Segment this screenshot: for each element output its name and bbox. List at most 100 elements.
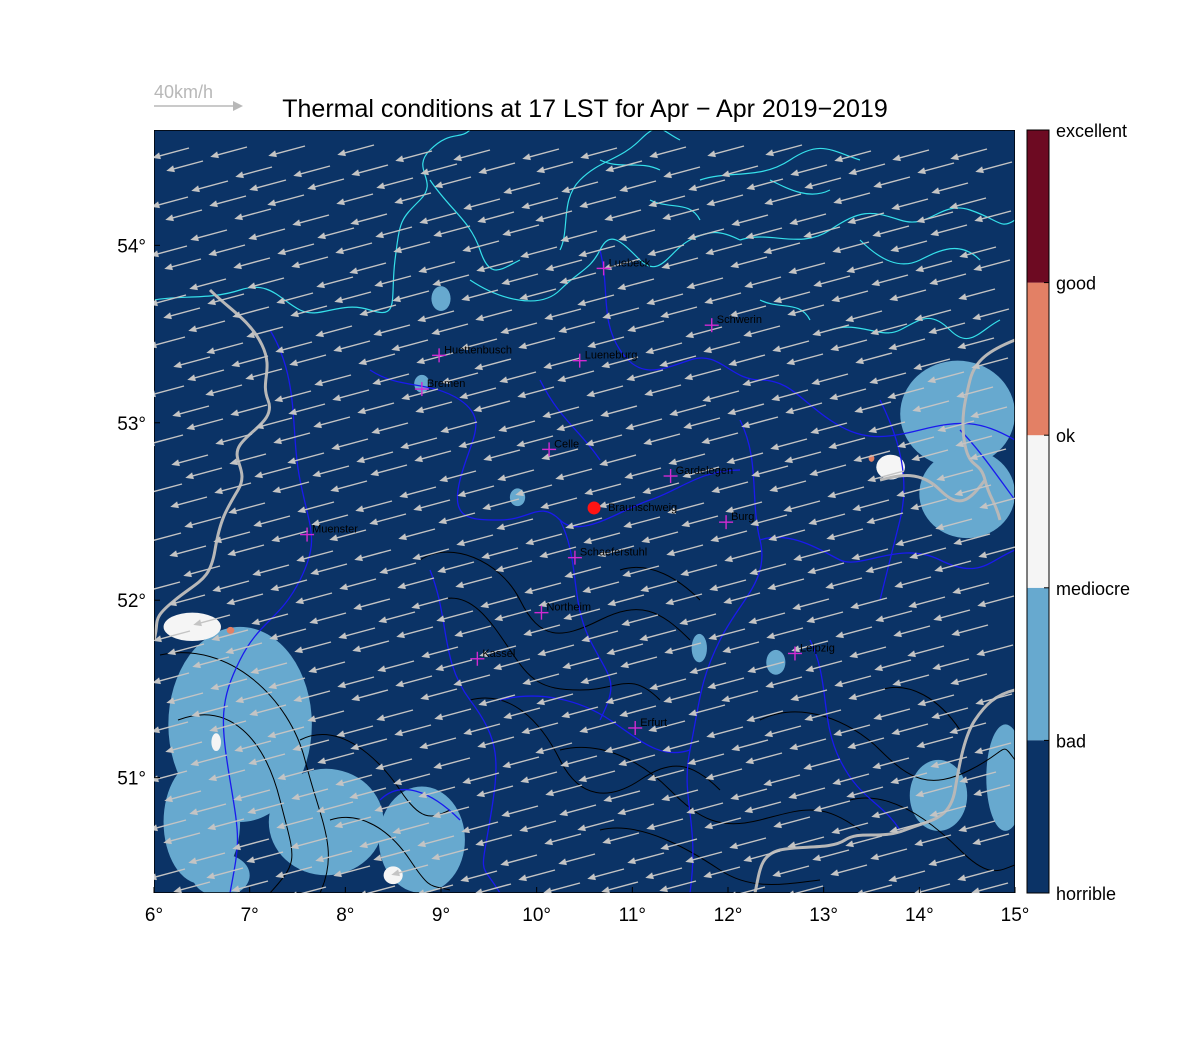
wind-arrow bbox=[975, 693, 1013, 706]
wind-arrow bbox=[209, 720, 247, 733]
wind-arrow bbox=[431, 323, 469, 336]
wind-arrow bbox=[605, 692, 643, 705]
wind-arrow bbox=[809, 464, 847, 477]
wind-arrow bbox=[828, 437, 866, 450]
wind-arrow bbox=[245, 368, 283, 381]
x-tick-label: 8° bbox=[336, 905, 354, 926]
wind-arrow bbox=[560, 755, 598, 768]
wind-arrow bbox=[396, 626, 434, 639]
wind-arrow bbox=[888, 870, 926, 883]
wind-arrow bbox=[849, 646, 887, 659]
wind-arrow bbox=[163, 832, 201, 845]
wind-arrow bbox=[441, 372, 479, 385]
wind-arrow bbox=[689, 662, 727, 675]
wind-arrow bbox=[928, 322, 966, 335]
wind-arrow bbox=[643, 433, 681, 446]
wind-arrow bbox=[937, 420, 975, 433]
wind-arrow bbox=[806, 611, 844, 624]
city-label: Lueneburg bbox=[585, 350, 638, 362]
mediocre-region bbox=[900, 360, 1015, 468]
wind-scale-label: 40km/h bbox=[154, 82, 213, 102]
coastline bbox=[829, 317, 1001, 340]
wind-arrow bbox=[852, 499, 890, 512]
wind-arrow bbox=[419, 737, 457, 750]
wind-arrow bbox=[154, 385, 185, 398]
wind-arrow bbox=[433, 225, 471, 238]
wind-arrow bbox=[350, 738, 388, 751]
wind-arrow bbox=[234, 208, 272, 221]
wind-arrow bbox=[401, 388, 439, 401]
wind-arrow bbox=[540, 497, 578, 510]
wind-arrow bbox=[437, 561, 475, 574]
wind-arrow bbox=[583, 532, 621, 545]
wind-arrow bbox=[577, 294, 615, 307]
wind-arrow bbox=[687, 753, 725, 766]
wind-arrow bbox=[334, 816, 372, 829]
wind-arrow bbox=[685, 326, 723, 339]
wind-arrow bbox=[558, 321, 596, 334]
wind-arrow bbox=[626, 369, 664, 382]
wind-arrow bbox=[334, 291, 372, 304]
wind-arrow bbox=[850, 597, 888, 610]
wind-arrow bbox=[290, 837, 328, 850]
wind-arrow bbox=[897, 436, 935, 449]
wind-arrow bbox=[916, 211, 954, 224]
wind-arrow bbox=[460, 338, 498, 351]
wind-arrow bbox=[908, 596, 946, 609]
wind-arrow bbox=[662, 740, 700, 753]
wind-arrow bbox=[414, 450, 452, 463]
wind-arrow bbox=[208, 769, 246, 782]
wind-arrow bbox=[351, 689, 389, 702]
wind-arrow bbox=[317, 752, 355, 765]
wind-arrow bbox=[453, 674, 491, 687]
wind-arrow bbox=[393, 241, 431, 254]
wind-arrow bbox=[763, 242, 801, 255]
wind-arrow bbox=[379, 562, 417, 575]
wind-arrow bbox=[154, 245, 188, 258]
wind-arrow bbox=[333, 865, 371, 878]
wind-arrow bbox=[682, 466, 720, 479]
wind-arrow bbox=[663, 166, 701, 179]
wind-arrow bbox=[154, 630, 191, 643]
wind-arrow bbox=[480, 596, 518, 609]
city-marker: Celle bbox=[542, 438, 579, 457]
wind-arrow bbox=[482, 498, 520, 511]
wind-arrow bbox=[311, 514, 349, 527]
wind-arrow bbox=[274, 390, 312, 403]
wind-arrow bbox=[335, 242, 373, 255]
wind-arrow bbox=[683, 417, 721, 430]
x-axis: 6° 7° 8° 9° 10° 11° 12° 13° 14° 15° bbox=[145, 887, 1029, 926]
wind-arrow bbox=[291, 788, 329, 801]
border-east bbox=[961, 338, 1015, 521]
wind-arrow bbox=[308, 661, 346, 674]
wind-arrow bbox=[399, 486, 437, 499]
wind-arrow bbox=[167, 643, 205, 656]
wind-arrow bbox=[269, 628, 307, 641]
wind-arrow bbox=[866, 512, 904, 525]
border-west bbox=[154, 288, 271, 641]
wind-arrow bbox=[521, 722, 559, 735]
mediocre-region bbox=[163, 759, 241, 885]
wind-arrow bbox=[253, 515, 291, 528]
wind-arrow bbox=[250, 662, 288, 675]
x-tick-label: 13° bbox=[809, 905, 838, 926]
wind-arrow bbox=[787, 836, 825, 849]
wind-arrow bbox=[376, 709, 414, 722]
wind-arrow bbox=[957, 337, 995, 350]
wind-scale-arrow bbox=[154, 101, 243, 111]
wind-arrow bbox=[787, 304, 825, 317]
wind-arrow bbox=[251, 613, 289, 626]
wind-arrow bbox=[857, 884, 893, 893]
wind-arrow bbox=[933, 609, 971, 622]
wind-arrow bbox=[560, 230, 598, 243]
wind-arrow bbox=[460, 870, 498, 883]
coastline bbox=[859, 239, 981, 265]
wind-arrow bbox=[565, 517, 603, 530]
wind-arrow bbox=[539, 546, 577, 559]
wind-arrow bbox=[930, 224, 968, 237]
wind-arrow bbox=[499, 371, 537, 384]
good-region bbox=[226, 626, 235, 634]
colorbar-segment bbox=[1027, 740, 1049, 893]
wind-arrow bbox=[872, 757, 910, 770]
wind-arrow bbox=[331, 438, 369, 451]
